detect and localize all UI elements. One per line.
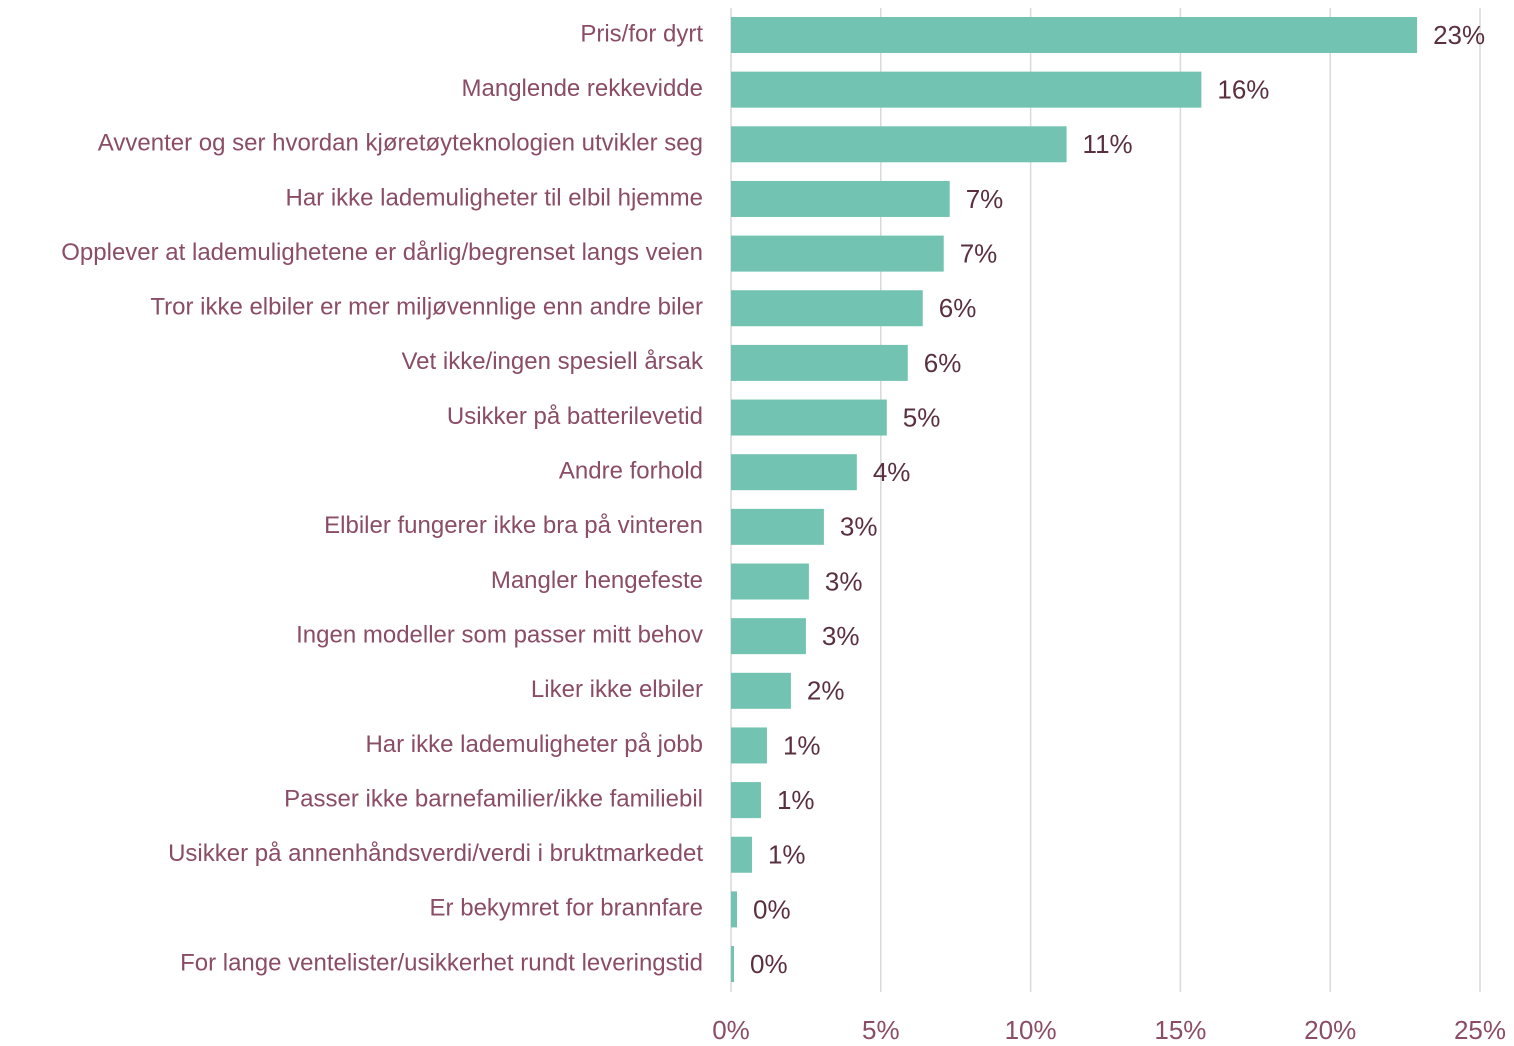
bar bbox=[731, 946, 734, 983]
category-label: Er bekymret for brannfare bbox=[430, 895, 703, 922]
category-label: Mangler hengefeste bbox=[491, 567, 703, 594]
category-label: Usikker på annenhåndsverdi/verdi i brukt… bbox=[168, 840, 703, 867]
category-label: Elbiler fungerer ikke bra på vinteren bbox=[324, 512, 703, 539]
value-label: 7% bbox=[966, 184, 1004, 214]
category-label: Vet ikke/ingen spesiell årsak bbox=[402, 348, 705, 375]
bar bbox=[731, 180, 950, 217]
bar bbox=[731, 672, 791, 709]
x-tick-label: 20% bbox=[1304, 1015, 1356, 1045]
category-label: Manglende rekkevidde bbox=[462, 75, 704, 102]
value-label: 1% bbox=[777, 785, 815, 815]
category-label: Andre forhold bbox=[559, 458, 703, 485]
value-label: 4% bbox=[873, 457, 911, 487]
bar bbox=[731, 891, 737, 928]
value-label: 6% bbox=[939, 293, 977, 323]
bar bbox=[731, 71, 1202, 108]
bar bbox=[731, 782, 761, 819]
bar bbox=[731, 454, 857, 491]
x-tick-label: 15% bbox=[1154, 1015, 1206, 1045]
value-label: 1% bbox=[768, 840, 806, 870]
category-label: Har ikke lademuligheter på jobb bbox=[365, 731, 703, 758]
category-label: Ingen modeller som passer mitt behov bbox=[296, 621, 703, 648]
value-label: 3% bbox=[822, 621, 860, 651]
category-label: Tror ikke elbiler er mer miljøvennlige e… bbox=[150, 294, 703, 321]
bar bbox=[731, 563, 809, 600]
bar bbox=[731, 235, 944, 272]
bar bbox=[731, 836, 752, 873]
value-label: 23% bbox=[1433, 20, 1485, 50]
value-label: 11% bbox=[1083, 129, 1133, 159]
x-tick-label: 5% bbox=[862, 1015, 900, 1045]
value-label: 7% bbox=[960, 238, 998, 268]
value-label: 6% bbox=[924, 348, 962, 378]
category-label: Har ikke lademuligheter til elbil hjemme bbox=[285, 184, 703, 211]
value-label: 3% bbox=[840, 512, 878, 542]
bar bbox=[731, 399, 887, 436]
bar bbox=[731, 618, 806, 655]
value-label: 0% bbox=[753, 894, 791, 924]
bar bbox=[731, 508, 824, 545]
category-label: Opplever at lademulighetene er dårlig/be… bbox=[61, 239, 703, 266]
bar bbox=[731, 126, 1067, 163]
category-label: Pris/for dyrt bbox=[580, 20, 703, 47]
bar bbox=[731, 17, 1418, 53]
category-label: Avventer og ser hvordan kjøretøyteknolog… bbox=[98, 130, 703, 157]
value-label: 1% bbox=[783, 730, 821, 760]
x-tick-label: 25% bbox=[1454, 1015, 1506, 1045]
bar bbox=[731, 290, 923, 327]
category-label: Liker ikke elbiler bbox=[531, 676, 703, 703]
x-tick-label: 0% bbox=[712, 1015, 750, 1045]
value-label: 0% bbox=[750, 949, 788, 979]
value-label: 2% bbox=[807, 676, 845, 706]
category-label: Passer ikke barnefamilier/ikke familiebi… bbox=[284, 785, 703, 812]
bar bbox=[731, 727, 767, 764]
value-label: 3% bbox=[825, 566, 863, 596]
value-label: 5% bbox=[903, 402, 941, 432]
x-tick-label: 10% bbox=[1005, 1015, 1057, 1045]
category-label: For lange ventelister/usikkerhet rundt l… bbox=[180, 949, 703, 976]
value-label: 16% bbox=[1217, 75, 1269, 105]
category-label: Usikker på batterilevetid bbox=[447, 403, 703, 430]
bar bbox=[731, 344, 908, 381]
